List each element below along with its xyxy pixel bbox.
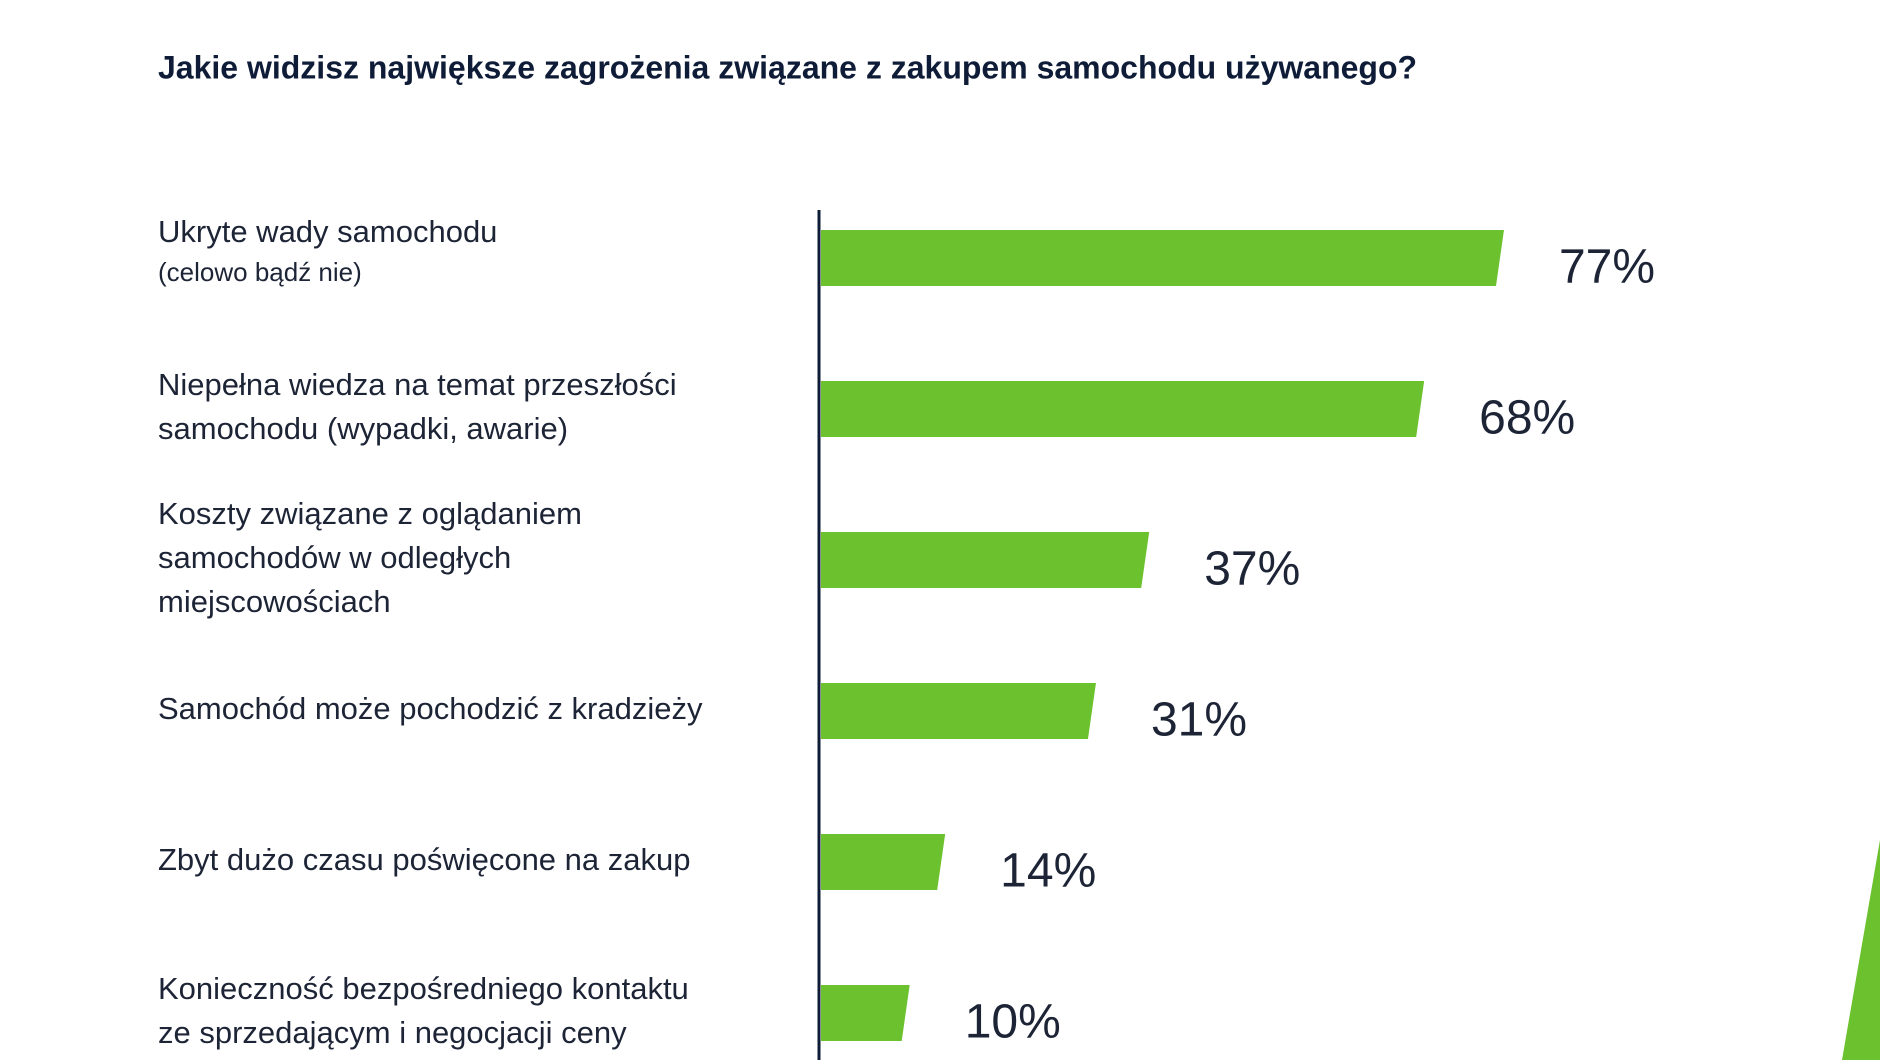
bar [821,381,1425,437]
bar [821,683,1096,739]
category-label: Zbyt dużo czasu poświęcone na zakup [158,842,690,877]
decoration [1842,840,1880,1060]
category-label: Samochód może pochodzić z kradzieży [158,691,703,726]
value-label: 14% [1000,845,1096,898]
bar [821,230,1504,286]
category-label: (celowo bądź nie) [158,257,362,287]
value-label: 37% [1204,543,1300,596]
bar [821,834,946,890]
category-label: Ukryte wady samochodu [158,214,497,249]
category-label: Konieczność bezpośredniego kontaktu [158,971,689,1006]
chart-title: Jakie widzisz największe zagrożenia zwią… [158,49,1417,85]
value-label: 31% [1151,694,1247,747]
bar [821,985,910,1041]
category-label: samochodów w odległych [158,540,511,575]
category-label: Koszty związane z oglądaniem [158,496,582,531]
bar [821,532,1150,588]
category-label: samochodu (wypadki, awarie) [158,411,568,446]
category-label: miejscowościach [158,584,391,619]
value-label: 77% [1559,241,1655,294]
category-label: Niepełna wiedza na temat przeszłości [158,367,677,402]
category-label: ze sprzedającym i negocjacji ceny [158,1015,627,1050]
value-label: 68% [1479,392,1575,445]
value-label: 10% [965,996,1061,1049]
